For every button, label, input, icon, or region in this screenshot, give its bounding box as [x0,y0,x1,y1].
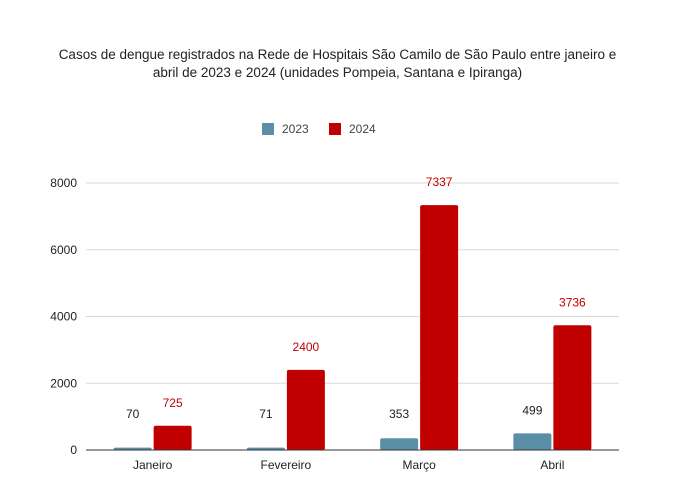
legend-item-2024: 2024 [329,121,376,137]
data-label-2023-marco: 353 [389,407,409,421]
legend-label-2024: 2024 [349,122,376,136]
bar-2023-janeiro [113,447,152,450]
legend-swatch-2023 [262,123,274,135]
y-tick-label-6000: 6000 [50,243,77,257]
data-label-2023-fevereiro: 71 [259,407,273,421]
bar-2023-abril [513,433,552,450]
x-tick-label-abril: Abril [540,458,564,472]
bar-2024-fevereiro [286,369,325,450]
x-tick-label-janeiro: Janeiro [133,458,173,472]
y-tick-label-4000: 4000 [50,310,77,324]
bar-2024-janeiro [153,425,192,450]
x-tick-label-fevereiro: Fevereiro [261,458,312,472]
data-label-2023-janeiro: 70 [126,407,140,421]
x-tick-label-marco: Março [402,458,436,472]
y-tick-label-2000: 2000 [50,376,77,390]
chart-title-line-1: Casos de dengue registrados na Rede de H… [58,47,617,62]
bar-2023-marco [380,438,419,450]
data-label-2024-abril: 3736 [559,295,586,309]
legend: 2023 2024 [0,121,675,137]
y-tick-label-0: 0 [70,443,77,457]
bar-2023-fevereiro [246,447,285,450]
bar-2024-marco [420,205,459,450]
chart-title: Casos de dengue registrados na Rede de H… [20,46,655,82]
legend-swatch-2024 [329,123,341,135]
legend-label-2023: 2023 [282,122,309,136]
data-label-2023-abril: 499 [522,403,542,417]
data-label-2024-fevereiro: 2400 [293,340,320,354]
y-tick-label-8000: 8000 [50,176,77,190]
chart-title-line-2: abril de 2023 e 2024 (unidades Pompeia, … [152,65,523,80]
data-label-2024-janeiro: 725 [163,396,183,410]
data-label-2024-marco: 7337 [426,175,453,189]
bar-2024-abril [553,325,592,450]
legend-item-2023: 2023 [262,121,309,137]
